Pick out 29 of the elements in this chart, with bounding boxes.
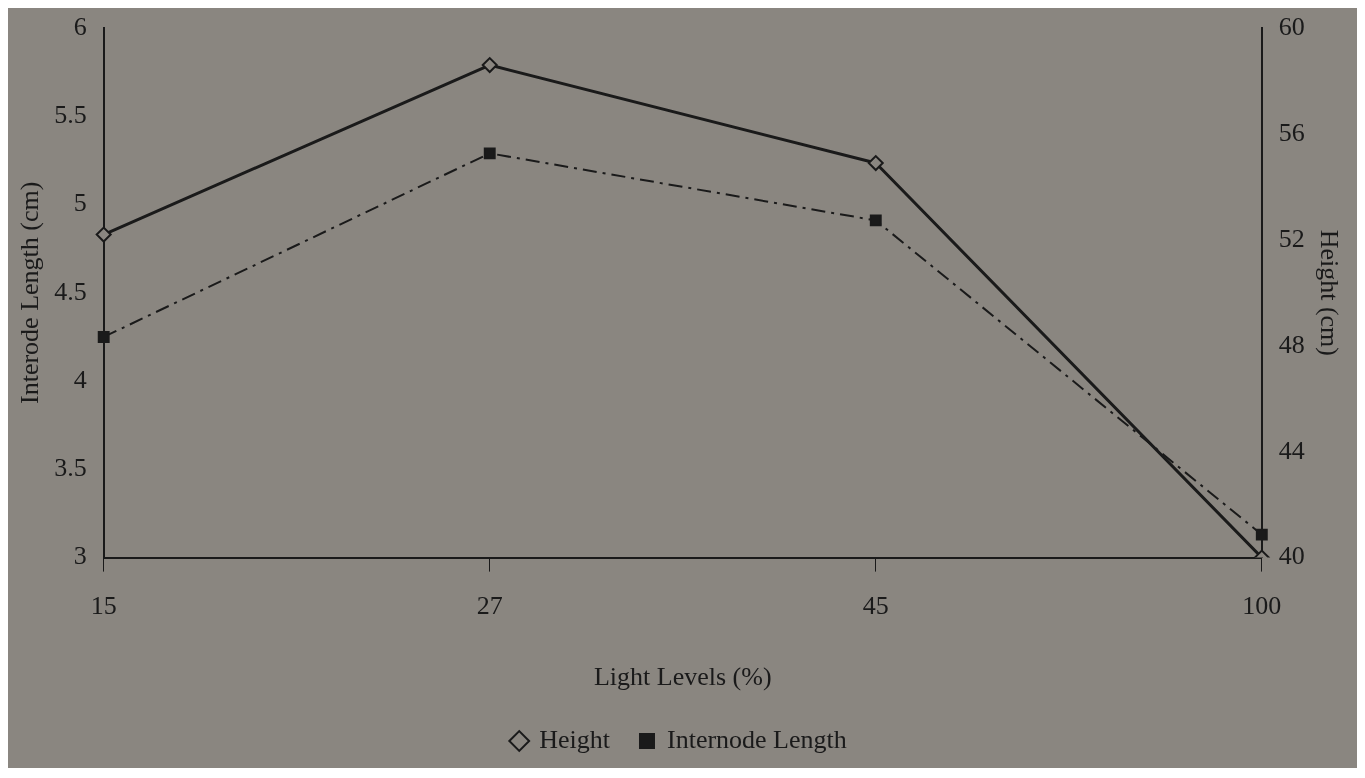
point (97, 330, 110, 343)
y-tick-label: 5.5 (54, 100, 87, 130)
legend-label: Internode Length (667, 724, 847, 754)
y2-tick-label: 56 (1278, 117, 1305, 147)
point (95, 226, 112, 243)
y2-tick-label: 52 (1278, 223, 1305, 253)
legend-label: Height (539, 724, 611, 754)
y2-axis-title: Height (cm) (1314, 229, 1344, 356)
y-tick-label: 3 (73, 541, 87, 571)
x-tick-label: 15 (90, 591, 117, 621)
y-axis-title: Interode Length (cm) (15, 181, 45, 404)
y-tick-label: 6 (73, 11, 87, 41)
y2-tick-label: 40 (1278, 541, 1305, 571)
y2-tick-label: 60 (1278, 11, 1305, 41)
point (481, 57, 498, 74)
y2-tick-label: 44 (1278, 435, 1305, 465)
point (483, 147, 496, 160)
x-tick-label: 27 (476, 591, 503, 621)
y-tick-label: 3.5 (54, 453, 87, 483)
x-tick-label: 45 (862, 591, 889, 621)
point (867, 155, 884, 172)
point (869, 214, 882, 227)
y-tick-label: 4 (73, 364, 87, 394)
y2-tick-label: 48 (1278, 329, 1305, 359)
y-tick-label: 4.5 (54, 276, 87, 306)
x-tick-label: 100 (1242, 591, 1282, 621)
y-tick-label: 5 (73, 188, 87, 218)
x-axis-title: Light Levels (%) (593, 662, 772, 692)
point (1255, 528, 1268, 541)
